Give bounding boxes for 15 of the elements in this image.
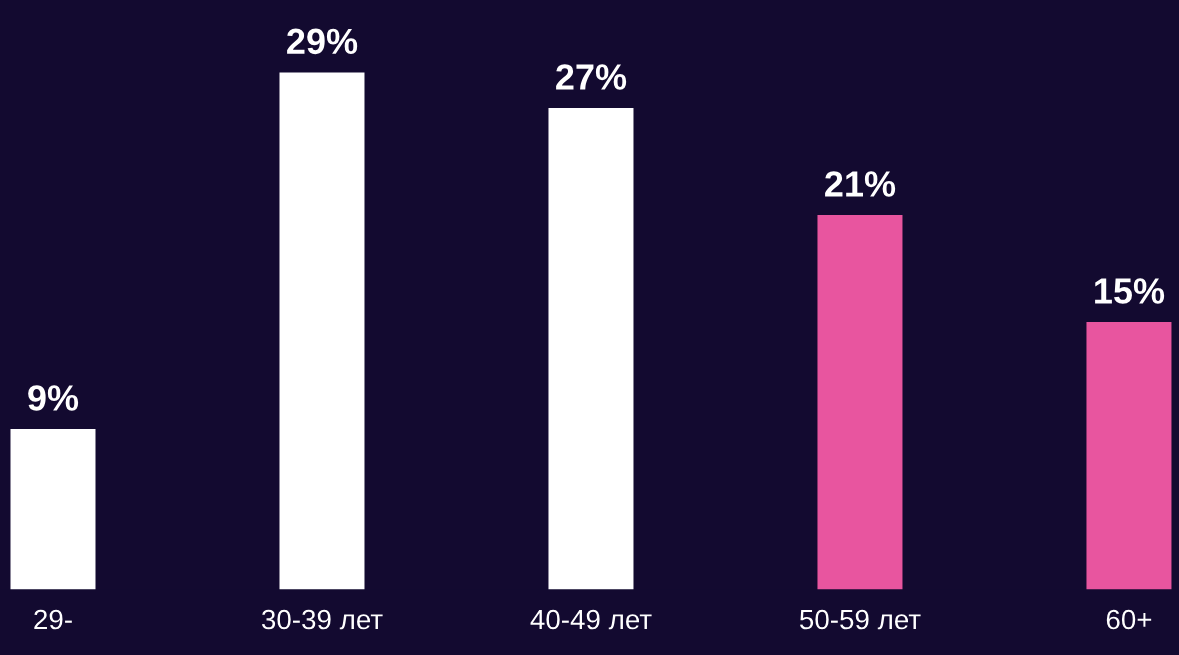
x-tick-label: 29- [34, 609, 72, 630]
x-tick-label: 50-59 лет [799, 609, 921, 630]
bar [548, 108, 634, 590]
data-label: 15% [1095, 278, 1165, 304]
x-tick-label: 60+ [1106, 609, 1152, 630]
bar [1086, 322, 1172, 590]
x-tick-label: 40-49 лет [530, 609, 652, 630]
bar [817, 215, 903, 590]
data-label: 9% [28, 385, 79, 411]
data-label: 27% [556, 64, 627, 90]
data-label: 21% [825, 171, 896, 197]
data-label: 29% [287, 28, 358, 55]
bar [279, 72, 365, 590]
x-tick-label: 30-39 лет [261, 609, 383, 630]
bar [10, 429, 96, 590]
